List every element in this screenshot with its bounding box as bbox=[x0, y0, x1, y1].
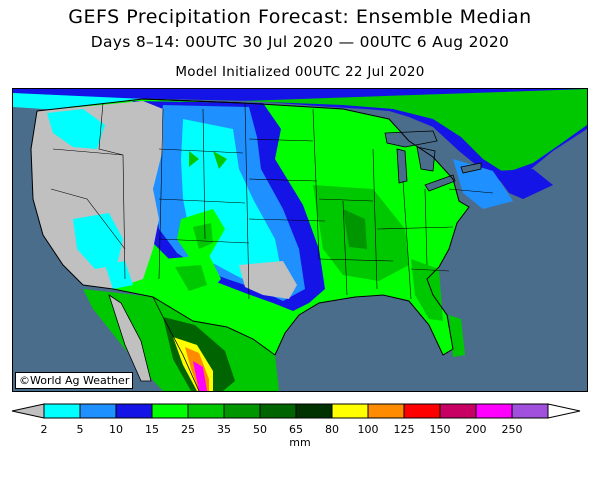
lake-erie bbox=[424, 174, 456, 192]
colorbar-swatch bbox=[259, 403, 297, 419]
colorbar-swatch bbox=[439, 403, 477, 419]
precipitation-map: ©World Ag Weather bbox=[12, 88, 588, 392]
dry-west-texas bbox=[239, 261, 297, 299]
forecast-period: Days 8–14: 00UTC 30 Jul 2020 — 00UTC 6 A… bbox=[90, 33, 510, 51]
colorbar-swatch bbox=[511, 403, 549, 419]
mexico-peak-rain bbox=[193, 361, 207, 391]
new-england-blue bbox=[493, 169, 553, 199]
colorbar-tick-label: 65 bbox=[289, 423, 303, 436]
colorbar-swatch bbox=[403, 403, 441, 419]
colorbar-swatch bbox=[367, 403, 405, 419]
us-mexico-border bbox=[82, 284, 276, 356]
colorbar-tick-label: 100 bbox=[358, 423, 379, 436]
colorbar-tick-label: 5 bbox=[77, 423, 84, 436]
great-basin-cyan bbox=[73, 213, 123, 269]
precipitation-colorbar: 2 5 10 15 25 35 50 65 80 100 125 150 200 250 bbox=[11, 403, 581, 436]
midwest-core bbox=[343, 209, 367, 249]
southeast-wet-zone bbox=[411, 259, 443, 321]
lake-huron bbox=[416, 146, 436, 172]
colorbar-swatch bbox=[79, 403, 117, 419]
colorbar-swatch bbox=[43, 403, 81, 419]
mexico-coastline bbox=[152, 296, 200, 391]
lake-superior bbox=[384, 130, 438, 148]
colorbar-swatch bbox=[187, 403, 225, 419]
colorbar-high-triangle bbox=[547, 403, 581, 419]
colorbar-tick-label: 125 bbox=[394, 423, 415, 436]
model-initialized: Model Initialized 00UTC 22 Jul 2020 bbox=[175, 64, 425, 80]
map-canvas bbox=[13, 89, 587, 391]
dry-west bbox=[31, 101, 163, 289]
baja-california bbox=[109, 295, 151, 381]
baja-outline bbox=[108, 294, 152, 382]
colorbar-tick-label: 15 bbox=[145, 423, 159, 436]
colorbar-swatch bbox=[295, 403, 333, 419]
colorbar-tick-label: 250 bbox=[502, 423, 523, 436]
map-title: GEFS Precipitation Forecast: Ensemble Me… bbox=[68, 6, 532, 28]
us-canada-border bbox=[142, 98, 244, 104]
colorbar-swatch bbox=[223, 403, 261, 419]
northwest-cyan bbox=[47, 109, 105, 149]
colorbar-tick-label: 200 bbox=[466, 423, 487, 436]
colorbar-swatch bbox=[331, 403, 369, 419]
colorbar-tick-label: 10 bbox=[109, 423, 123, 436]
colorbar-tick-label: 50 bbox=[253, 423, 267, 436]
colorbar-tick-label: 25 bbox=[181, 423, 195, 436]
lake-ontario bbox=[460, 162, 482, 174]
colorbar-swatch bbox=[475, 403, 513, 419]
colorbar-tick-label: 150 bbox=[430, 423, 451, 436]
state-lines bbox=[50, 102, 494, 300]
wyoming-cell bbox=[213, 151, 227, 169]
colorbar-tick-label: 2 bbox=[41, 423, 48, 436]
colorbar-swatch bbox=[151, 403, 189, 419]
colorado-rockies-core bbox=[193, 223, 213, 249]
colorbar-tick-label: 35 bbox=[217, 423, 231, 436]
map-credit: ©World Ag Weather bbox=[15, 372, 134, 389]
colorbar-low-triangle bbox=[11, 403, 45, 419]
lake-michigan bbox=[396, 148, 408, 184]
colorbar-tick-label: 80 bbox=[325, 423, 339, 436]
canada-east-wet bbox=[243, 89, 587, 173]
idaho-cell bbox=[189, 151, 199, 167]
pacific-coastline bbox=[30, 110, 84, 286]
colorbar-units: mm bbox=[289, 436, 311, 449]
us-coastline-border bbox=[36, 98, 470, 356]
new-mexico-core bbox=[175, 265, 207, 291]
colorbar-swatch bbox=[115, 403, 153, 419]
arizona-cyan bbox=[105, 261, 133, 289]
